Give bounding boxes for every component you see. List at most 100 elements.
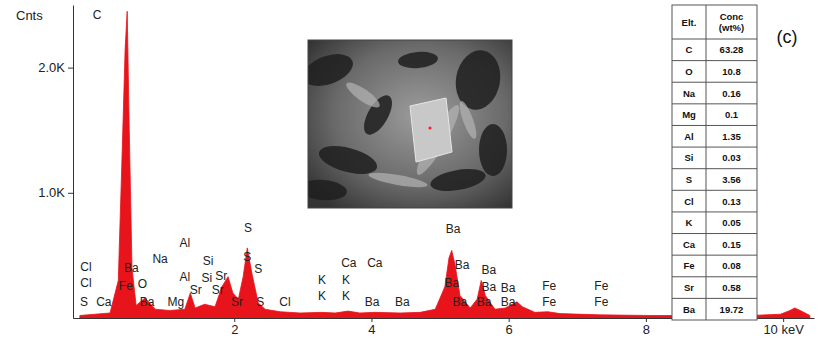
- inset-ridge: [456, 99, 479, 140]
- table-cell: Si: [685, 152, 694, 163]
- peak-label: Sr: [190, 283, 202, 297]
- table-cell: 63.28: [720, 44, 744, 55]
- y-tick: 1.0K: [38, 185, 73, 200]
- inset-pore: [397, 50, 438, 69]
- y-axis-line: [73, 6, 74, 319]
- inset-pore: [308, 178, 348, 202]
- x-tick: 4: [368, 318, 375, 337]
- table-cell: K: [686, 217, 693, 228]
- peak-label: K: [318, 289, 326, 303]
- table-cell: 1.35: [722, 131, 741, 142]
- y-tick-mark: [68, 193, 73, 194]
- table-cell: 19.72: [720, 304, 744, 315]
- table-row-rule: [672, 103, 757, 104]
- panel-label: (c): [777, 27, 798, 47]
- table-row-rule: [672, 39, 757, 40]
- peak-label: Ca: [341, 256, 357, 270]
- y-tick: 2.0K: [38, 60, 73, 75]
- table-header: (wt%): [719, 22, 744, 33]
- table-cell: C: [686, 44, 693, 55]
- x-tick: 8: [643, 318, 650, 337]
- table-cell: 0.1: [725, 109, 739, 120]
- peak-label: Ba: [124, 261, 139, 275]
- peak-label: Ba: [140, 295, 155, 309]
- table-cell: 0.13: [722, 196, 741, 207]
- x-tick-label: 8: [643, 322, 650, 337]
- peak-label: S: [256, 295, 264, 309]
- table-cell: Al: [684, 131, 694, 142]
- table-cell: 3.56: [722, 174, 741, 185]
- y-tick-label: 1.0K: [38, 185, 65, 200]
- peak-label: Ba: [365, 295, 380, 309]
- table-frame: [672, 5, 757, 320]
- peak-label: Sr: [212, 283, 224, 297]
- peak-label: Ca: [367, 256, 383, 270]
- peak-label: Fe: [119, 279, 133, 293]
- table-cell: Sr: [684, 282, 694, 293]
- peak-label: K: [342, 289, 350, 303]
- peak-label: Ba: [481, 263, 496, 277]
- chart: 246810 keV1.0K2.0KCntsCClClSCaFeOBaNaBaM…: [0, 0, 820, 347]
- table-row-rule: [672, 190, 757, 191]
- x-tick: 6: [506, 318, 513, 337]
- peak-label: Mg: [168, 295, 185, 309]
- peak-label: Ca: [96, 295, 112, 309]
- table-cell: S: [686, 174, 692, 185]
- sem-inset: [298, 40, 512, 208]
- peak-labels: CClClSCaFeOBaNaBaMgAlAlSiSiSrSrSrSrSSSSC…: [80, 8, 609, 309]
- x-tick-label: 4: [368, 322, 375, 337]
- peak-label: K: [318, 273, 326, 287]
- table-row-rule: [672, 168, 757, 169]
- table-row-rule: [672, 125, 757, 126]
- inset-pore: [451, 47, 505, 114]
- peak-label: Na: [152, 252, 168, 266]
- table-cell: 0.15: [722, 239, 741, 250]
- peak-label: Ba: [501, 281, 516, 295]
- inset-spot: [428, 126, 431, 129]
- table-cell: 0.08: [722, 260, 741, 271]
- peak-label: S: [80, 295, 88, 309]
- table-row-rule: [672, 211, 757, 212]
- inset-ridge: [343, 79, 383, 112]
- y-tick-label: 2.0K: [38, 60, 65, 75]
- peak-label: Ba: [501, 295, 516, 309]
- table-cell: O: [685, 66, 692, 77]
- peak-label: C: [93, 8, 102, 22]
- x-tick: 2: [231, 318, 238, 337]
- y-axis-title: Cnts: [16, 8, 43, 23]
- y-axis: 1.0K 2.0K: [38, 6, 73, 319]
- table-cell: Fe: [683, 260, 694, 271]
- x-tick: 10 keV: [763, 318, 804, 337]
- table-cell: Ca: [683, 239, 696, 250]
- peak-label: Al: [180, 270, 191, 284]
- x-axis: 2 4 6 8 10 keV: [74, 318, 815, 337]
- peak-label: Sr: [215, 269, 227, 283]
- inset-pore: [429, 165, 488, 194]
- table-row-rule: [672, 298, 757, 299]
- table-row-rule: [672, 60, 757, 61]
- peak-label: S: [254, 262, 262, 276]
- peak-label: S: [244, 221, 252, 235]
- table-header: Conc: [720, 11, 744, 22]
- table-row-rule: [672, 147, 757, 148]
- peak-label: O: [138, 277, 147, 291]
- table-row-rule: [672, 233, 757, 234]
- peak-label: Sr: [231, 295, 243, 309]
- peak-label: Fe: [542, 279, 556, 293]
- peak-label: Ba: [481, 280, 496, 294]
- peak-label: Cl: [80, 260, 91, 274]
- x-tick-label: 6: [506, 322, 513, 337]
- inset-crystal: [410, 98, 452, 162]
- table-cell: 0.16: [722, 88, 741, 99]
- peak-label: Ba: [395, 295, 410, 309]
- peak-label: Fe: [542, 295, 556, 309]
- peak-label: Fe: [594, 279, 608, 293]
- peak-label: Si: [201, 271, 212, 285]
- inset-pore: [479, 124, 507, 176]
- peak-label: S: [243, 250, 251, 264]
- table-cell: 0.58: [722, 282, 741, 293]
- peak-label: Ba: [477, 295, 492, 309]
- table-cell: 0.05: [722, 217, 741, 228]
- peak-label: Ba: [455, 258, 470, 272]
- table-cell: Ba: [683, 304, 696, 315]
